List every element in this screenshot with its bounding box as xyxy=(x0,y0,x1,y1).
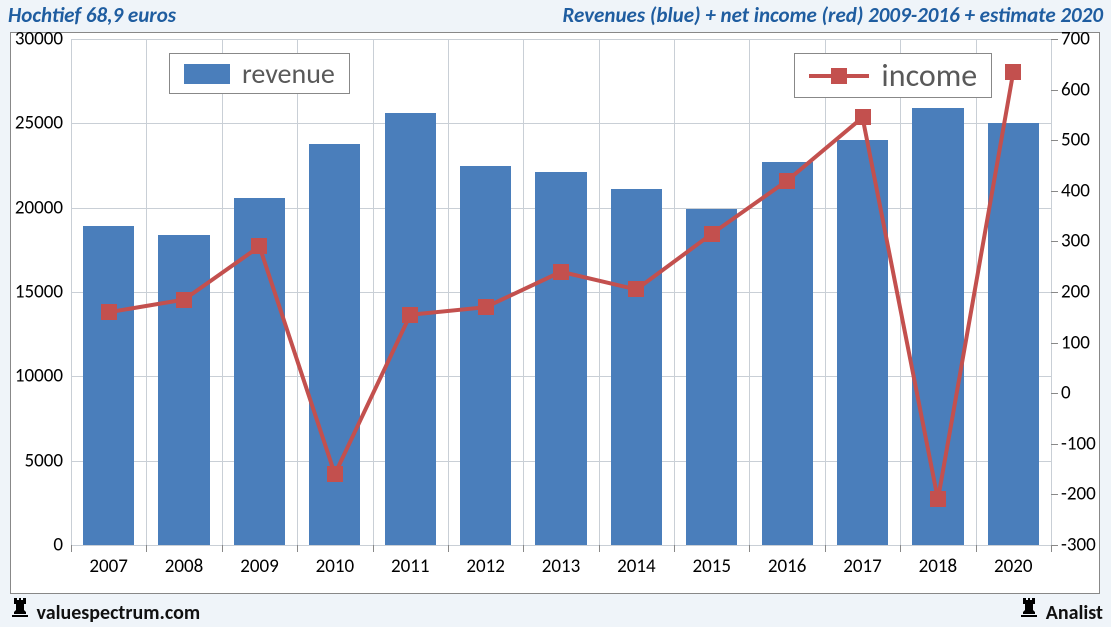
title-right: Revenues (blue) + net income (red) 2009-… xyxy=(563,2,1103,28)
x-tick-label: 2014 xyxy=(617,555,656,578)
y-right-tick-label: 600 xyxy=(1061,78,1090,101)
x-tick-label: 2017 xyxy=(843,555,882,578)
x-tick-label: 2010 xyxy=(316,555,355,578)
x-tick-label: 2020 xyxy=(994,555,1033,578)
footer-left: valuespectrum.com xyxy=(8,595,200,625)
income-marker xyxy=(1005,64,1021,80)
chart-outer: revenue income 0500010000150002000025000… xyxy=(10,32,1100,594)
rook-icon xyxy=(1017,595,1041,619)
income-marker xyxy=(402,307,418,323)
legend-income: income xyxy=(794,53,992,98)
legend-bar-swatch xyxy=(184,64,230,84)
income-marker xyxy=(628,281,644,297)
plot-area: revenue income xyxy=(71,39,1051,545)
line-layer xyxy=(71,39,1051,545)
x-tick-label: 2012 xyxy=(466,555,505,578)
income-marker xyxy=(704,226,720,242)
title-left: Hochtief 68,9 euros xyxy=(8,2,176,28)
legend-line-swatch xyxy=(809,68,869,84)
x-tick-label: 2013 xyxy=(542,555,581,578)
y-right-tick-label: 300 xyxy=(1061,230,1090,253)
income-marker xyxy=(779,173,795,189)
y-left-tick-label: 25000 xyxy=(11,112,63,135)
income-marker xyxy=(176,292,192,308)
y-right-tick-label: 100 xyxy=(1061,331,1090,354)
legend-income-label: income xyxy=(881,56,977,95)
income-marker xyxy=(251,238,267,254)
x-tick-label: 2011 xyxy=(391,555,430,578)
y-right-tick-label: 400 xyxy=(1061,179,1090,202)
legend-revenue: revenue xyxy=(169,53,350,94)
income-marker xyxy=(478,299,494,315)
y-right-tick-label: 700 xyxy=(1061,28,1090,51)
y-left-tick-label: 15000 xyxy=(11,281,63,304)
y-right-tick-label: -200 xyxy=(1061,483,1096,506)
income-marker xyxy=(930,491,946,507)
x-tick-label: 2018 xyxy=(919,555,958,578)
income-marker xyxy=(327,466,343,482)
x-tick-label: 2008 xyxy=(165,555,204,578)
footer-right: Analist xyxy=(1017,595,1103,625)
legend-revenue-label: revenue xyxy=(242,56,335,91)
y-left-tick-label: 5000 xyxy=(11,449,63,472)
y-right-tick-label: 0 xyxy=(1061,382,1071,405)
income-marker xyxy=(855,109,871,125)
y-right-tick-label: 500 xyxy=(1061,129,1090,152)
rook-icon xyxy=(8,595,32,619)
footer-right-text: Analist xyxy=(1046,601,1103,625)
income-marker xyxy=(553,264,569,280)
y-left-tick-label: 0 xyxy=(11,534,63,557)
y-right-tick-label: -100 xyxy=(1061,432,1096,455)
y-left-tick-label: 20000 xyxy=(11,196,63,219)
footer-left-text: valuespectrum.com xyxy=(37,601,201,625)
y-right-tick-label: 200 xyxy=(1061,281,1090,304)
x-tick-label: 2009 xyxy=(240,555,279,578)
x-tick-label: 2016 xyxy=(768,555,807,578)
income-marker xyxy=(101,304,117,320)
y-right-tick-label: -300 xyxy=(1061,534,1096,557)
y-left-tick-label: 30000 xyxy=(11,28,63,51)
x-tick-label: 2015 xyxy=(693,555,732,578)
y-left-tick-label: 10000 xyxy=(11,365,63,388)
x-tick-label: 2007 xyxy=(89,555,128,578)
footer: valuespectrum.com Analist xyxy=(0,595,1111,627)
